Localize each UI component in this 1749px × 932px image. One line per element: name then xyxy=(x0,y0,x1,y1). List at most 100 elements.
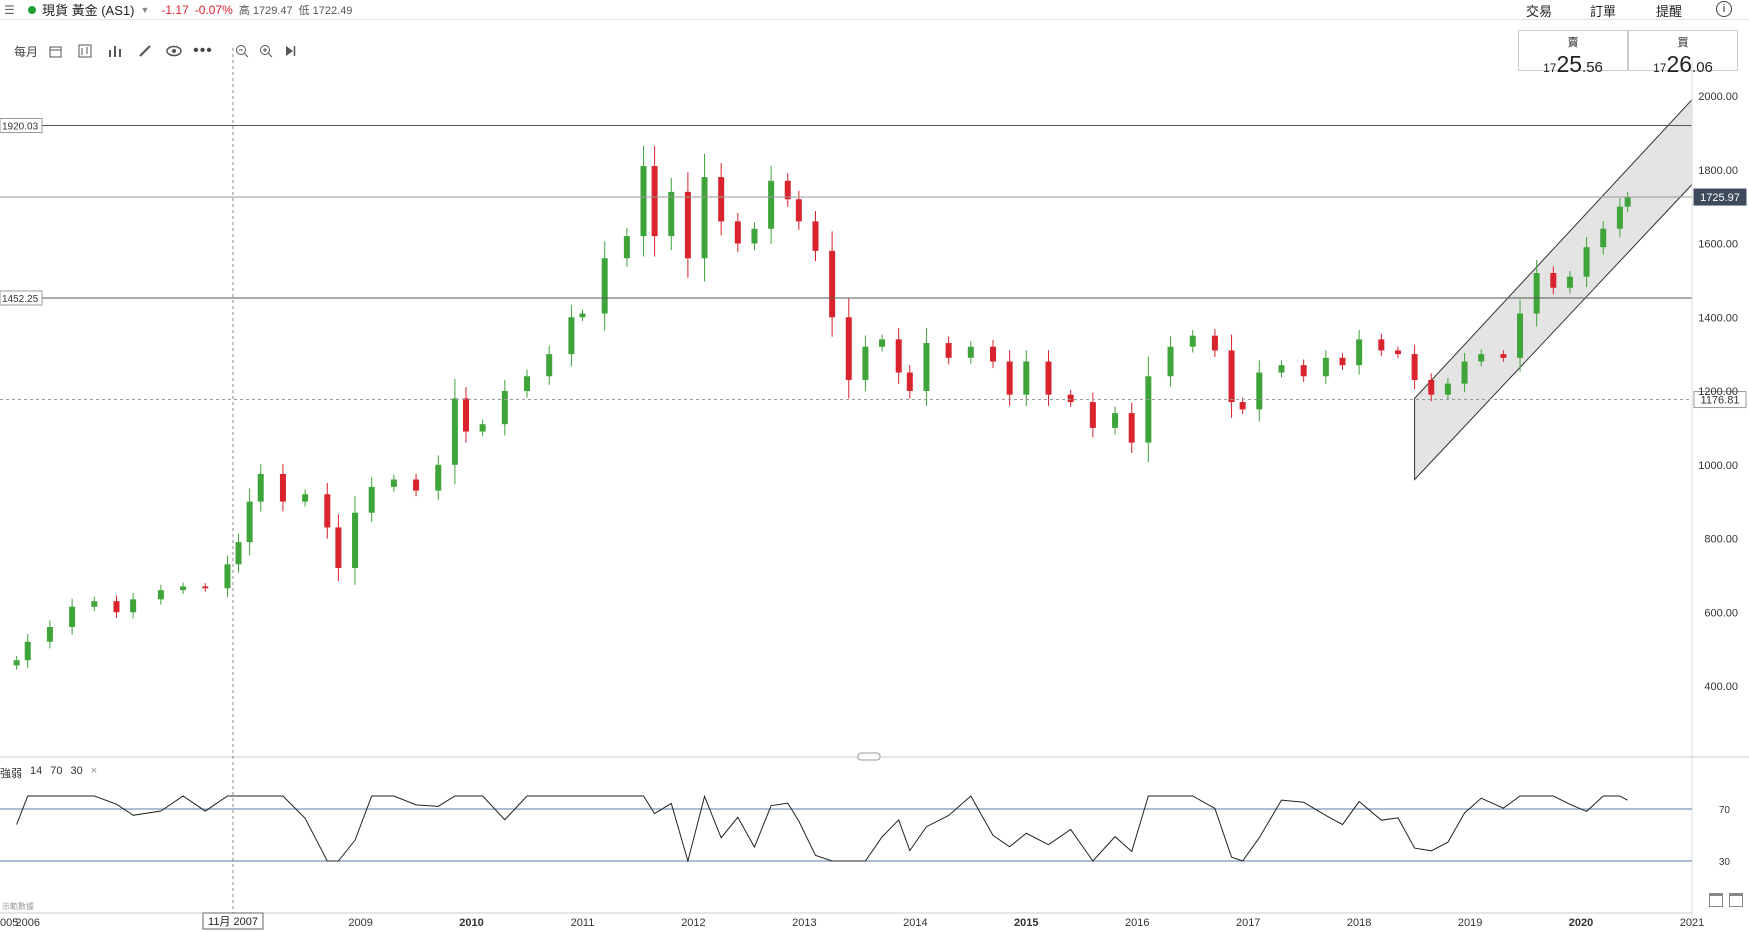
info-icon[interactable]: i xyxy=(1716,1,1732,17)
candle-body xyxy=(1228,350,1235,403)
buy-price-big: 26 xyxy=(1666,51,1693,77)
candle-body xyxy=(1089,402,1096,428)
high-value: 高 1729.47 xyxy=(238,4,293,17)
candle-body xyxy=(46,627,53,642)
candle-body xyxy=(784,180,791,200)
y-tick-label: 800.00 xyxy=(1704,534,1738,546)
top-bar: ☰ 現貨 黃金 (AS1) ▼ -1.17 -0.07% 高 1729.47 低… xyxy=(0,0,1749,20)
nav-alerts[interactable]: 提醒 xyxy=(1656,3,1683,19)
x-tick-label: 2018 xyxy=(1347,917,1371,929)
period-selector[interactable]: 每月 xyxy=(13,44,38,59)
y-tick-label: 1600.00 xyxy=(1698,239,1738,251)
play-icon[interactable] xyxy=(278,38,302,64)
candle-body xyxy=(202,586,209,589)
candle-body xyxy=(990,346,997,362)
buy-label: 買 xyxy=(1677,37,1689,49)
candle-body xyxy=(684,191,691,259)
candle-body xyxy=(1128,413,1135,443)
candle-body xyxy=(812,221,819,251)
hline-label-box xyxy=(0,117,43,133)
candle-body xyxy=(1278,365,1285,373)
price-label: 1725.97 xyxy=(1700,192,1740,204)
chart-type-icon[interactable] xyxy=(70,38,100,64)
pane-resize-handle xyxy=(857,752,881,761)
sell-label: 賣 xyxy=(1567,37,1579,49)
candle-body xyxy=(113,601,120,613)
rsi-label: 強弱 xyxy=(0,768,22,780)
nav-trade[interactable]: 交易 xyxy=(1526,3,1553,19)
eye-icon[interactable] xyxy=(160,38,188,64)
candle-body xyxy=(568,317,575,355)
candle-body xyxy=(829,250,836,318)
candle-body xyxy=(845,317,852,380)
calendar-icon[interactable] xyxy=(40,38,70,64)
candle-body xyxy=(751,228,758,244)
x-tick-label: 2019 xyxy=(1458,917,1482,929)
calendar-icon[interactable] xyxy=(1709,893,1723,907)
rsi-close-icon[interactable]: × xyxy=(90,765,98,777)
indicator-icon[interactable] xyxy=(100,38,130,64)
x-tick-label: 2013 xyxy=(792,917,816,929)
candle-body xyxy=(1067,394,1074,403)
price-label-box xyxy=(1693,188,1747,206)
candle-body xyxy=(1339,357,1346,366)
candle-body xyxy=(479,424,486,432)
more-icon[interactable]: ••• xyxy=(193,42,213,59)
symbol-title[interactable]: 現貨 黃金 (AS1) xyxy=(42,3,135,18)
candle-body xyxy=(1356,339,1363,366)
rsi-tick-label: 70 xyxy=(1719,805,1731,816)
chevron-down-icon[interactable]: ▼ xyxy=(140,4,150,15)
y-tick-label: 1800.00 xyxy=(1698,165,1738,177)
candle-body xyxy=(1256,372,1263,410)
candle-body xyxy=(69,606,76,627)
candle-body xyxy=(579,313,586,318)
candle-body xyxy=(1533,273,1540,314)
candle-body xyxy=(623,236,630,259)
candle-body xyxy=(906,372,913,391)
candle-body xyxy=(224,564,231,589)
candle-body xyxy=(1112,413,1119,428)
candle-body xyxy=(524,376,531,391)
crosshair-date: 11月 2007 xyxy=(208,916,258,928)
sell-price-small: .56 xyxy=(1582,59,1603,76)
candle-body xyxy=(235,542,242,565)
candle-body xyxy=(546,354,553,377)
nav-orders[interactable]: 訂單 xyxy=(1590,3,1617,19)
x-tick-label: 2010 xyxy=(459,917,483,929)
candle-body xyxy=(302,494,309,502)
draw-icon[interactable] xyxy=(130,38,160,64)
y-tick-label: 600.00 xyxy=(1704,607,1738,619)
sell-quote-button[interactable]: 賣 1725.56 xyxy=(1518,30,1628,77)
calendar-range-icon[interactable] xyxy=(1729,893,1743,907)
x-tick-label: 2009 xyxy=(348,917,372,929)
candle-body xyxy=(1444,383,1451,395)
candle-body xyxy=(945,343,952,358)
buy-quote-button[interactable]: 買 1726.06 xyxy=(1628,30,1738,77)
watermark-note: 示範數據 xyxy=(2,902,34,911)
candle-body xyxy=(1023,361,1030,395)
candle-body xyxy=(862,346,869,380)
menu-icon[interactable]: ☰ xyxy=(4,2,15,17)
candle-body xyxy=(1583,247,1590,277)
buy-price-small: .06 xyxy=(1692,59,1713,76)
buy-price-prefix: 17 xyxy=(1653,61,1667,75)
candle-body xyxy=(1411,354,1418,380)
zoom-in-icon[interactable] xyxy=(254,38,278,64)
candle-body xyxy=(91,601,98,607)
candle-body xyxy=(895,339,902,373)
candle-body xyxy=(413,479,420,491)
candle-body xyxy=(1517,313,1524,358)
candle-body xyxy=(701,177,708,259)
candle-body xyxy=(1006,361,1013,395)
candle-body xyxy=(668,191,675,237)
candle-body xyxy=(1045,361,1052,395)
x-tick-label: 2016 xyxy=(1125,917,1149,929)
zoom-out-icon[interactable] xyxy=(230,38,254,64)
crosshair-date-box xyxy=(202,912,264,930)
x-tick-label: 2014 xyxy=(903,917,927,929)
price-label: 1176.81 xyxy=(1701,395,1740,407)
rsi-tick-label: 30 xyxy=(1719,857,1731,868)
candle-body xyxy=(1624,197,1631,207)
sell-price-prefix: 17 xyxy=(1543,61,1557,75)
